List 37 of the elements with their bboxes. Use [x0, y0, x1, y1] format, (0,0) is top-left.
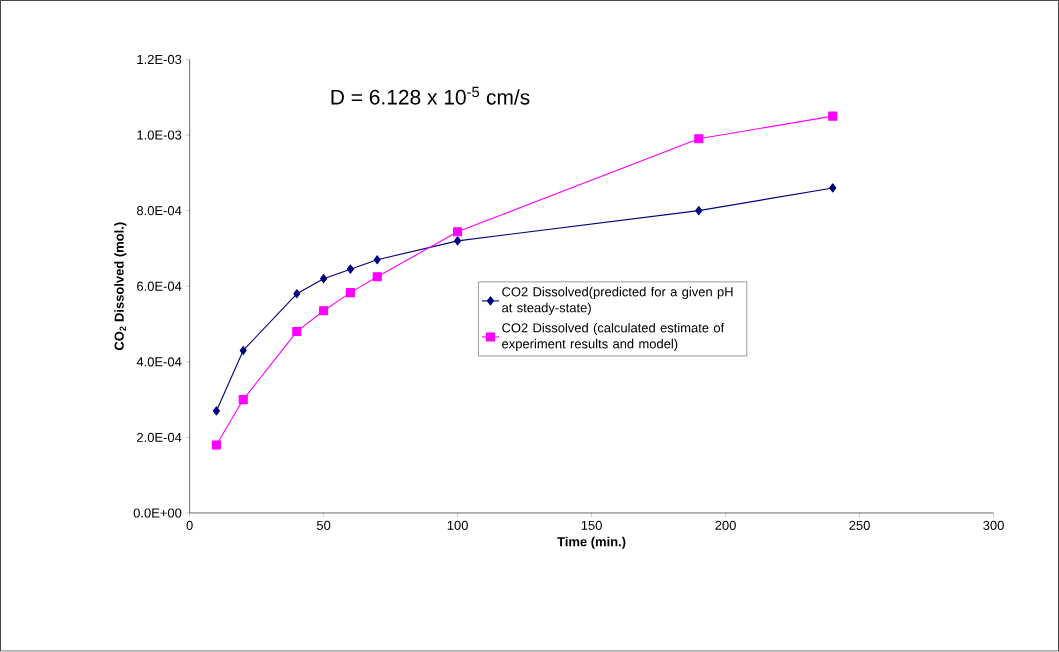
point [292, 327, 302, 337]
x-tick-label: 50 [316, 520, 331, 531]
point [454, 236, 462, 246]
point [695, 206, 703, 216]
point [453, 227, 463, 237]
legend-label: CO2 Dissolved(predicted for a given pH at steady-state) [502, 287, 733, 316]
x-tick-label: 100 [447, 520, 468, 531]
x-tick-label: 250 [849, 520, 870, 531]
x-tick-label: 0 [186, 520, 193, 531]
y-tick-label: 6.0E-04 [137, 281, 182, 292]
point [828, 111, 838, 121]
annotation: D = 6.128 x 10$^{-5}$ cm/s [331, 87, 530, 105]
point [239, 346, 247, 356]
y-tick-label: 0.0E+00 [133, 508, 182, 518]
point [238, 395, 248, 405]
y-tick-label: 4.0E-04 [136, 357, 182, 367]
point [829, 183, 837, 193]
x-axis-title: Time (min.) [557, 537, 626, 550]
point [694, 134, 704, 144]
point [320, 274, 328, 284]
y-tick-label: 1.2E-03 [137, 55, 182, 65]
point [319, 306, 329, 316]
y-axis-title: CO$_{2}$ Dissolved (mol.) [114, 222, 127, 351]
x-tick-label: 200 [715, 520, 736, 531]
point [212, 406, 220, 416]
point [346, 264, 354, 274]
legend-label: CO2 Dissolved (calculated estimate of experiment results and model) [502, 323, 725, 352]
y-tick-label: 1.0E-03 [137, 130, 182, 140]
x-tick-label: 150 [581, 520, 602, 531]
x-tick-label: 300 [983, 520, 1004, 531]
point [345, 288, 355, 298]
point [372, 272, 382, 282]
point [211, 440, 221, 450]
y-tick-label: 2.0E-04 [137, 433, 182, 443]
y-tick-label: 8.0E-04 [136, 206, 182, 216]
point [373, 255, 381, 265]
point [293, 289, 301, 299]
